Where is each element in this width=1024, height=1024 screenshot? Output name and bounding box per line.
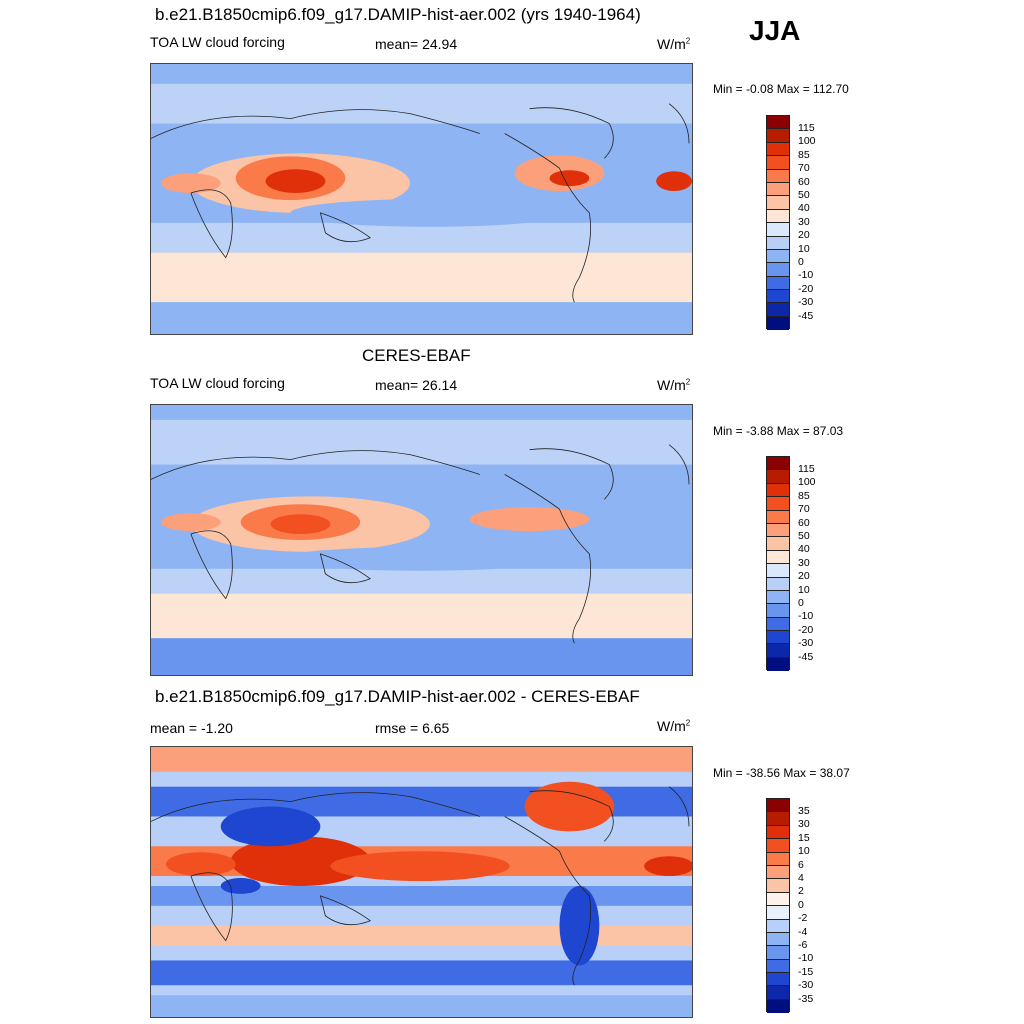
cbar-2-label: 30 bbox=[798, 556, 810, 569]
panel-3-map bbox=[150, 746, 693, 1018]
panel-2-left-label: TOA LW cloud forcing bbox=[150, 375, 285, 391]
panel-3-map-graphic bbox=[151, 747, 692, 1017]
cbar-3-label: 0 bbox=[798, 898, 804, 911]
panel-1-mean: mean= 24.94 bbox=[375, 36, 458, 52]
panel-2-units: W/m2 bbox=[657, 377, 691, 393]
panel-3-title: b.e21.B1850cmip6.f09_g17.DAMIP-hist-aer.… bbox=[155, 687, 640, 706]
cbar-2-label: 0 bbox=[798, 597, 804, 609]
panel-1-units: W/m2 bbox=[657, 36, 691, 52]
panel-1-minmax: Min = -0.08 Max = 112.70 bbox=[713, 82, 849, 96]
panel-1-map-graphic bbox=[151, 64, 692, 334]
cbar-3-label: 6 bbox=[798, 858, 804, 871]
panel-2-colorbar bbox=[766, 456, 790, 672]
cbar-1-label: 60 bbox=[798, 175, 810, 188]
cbar-1-label: -30 bbox=[798, 296, 814, 309]
cbar-1-label: 70 bbox=[798, 162, 810, 175]
cbar-2-label: -10 bbox=[798, 610, 814, 623]
cbar-3-label: 10 bbox=[798, 845, 810, 858]
cbar-2-label: 10 bbox=[798, 583, 810, 596]
cbar-1-label: -10 bbox=[798, 269, 814, 282]
cbar-3-label: 2 bbox=[798, 885, 804, 898]
cbar-3-label: 35 bbox=[798, 805, 810, 817]
cbar-1-label: 40 bbox=[798, 202, 810, 215]
cbar-2-label: -30 bbox=[798, 637, 814, 650]
cbar-2-label: 50 bbox=[798, 530, 810, 542]
cbar-2-label: 115 bbox=[798, 463, 815, 475]
cbar-1-label: 50 bbox=[798, 189, 810, 201]
panel-3-colorbar bbox=[766, 798, 790, 1014]
cbar-2-label: 40 bbox=[798, 543, 810, 556]
panel-3-units: W/m2 bbox=[657, 718, 691, 734]
cbar-2-label: 70 bbox=[798, 503, 810, 516]
cbar-1-label: 30 bbox=[798, 215, 810, 228]
cbar-3-label: -30 bbox=[798, 979, 814, 992]
cbar-3-label: -6 bbox=[798, 939, 808, 951]
cbar-1-label: 115 bbox=[798, 122, 815, 134]
cbar-1-label: 10 bbox=[798, 242, 810, 255]
cbar-3-label: -2 bbox=[798, 912, 808, 925]
cbar-1-label: 85 bbox=[798, 148, 810, 161]
panel-3-mean: mean = -1.20 bbox=[150, 720, 233, 736]
cbar-1-label: 100 bbox=[798, 135, 816, 148]
cbar-1-label: -20 bbox=[798, 282, 814, 295]
cbar-3-label: -4 bbox=[798, 925, 808, 938]
cbar-3-label: -10 bbox=[798, 952, 814, 965]
panel-1-colorbar bbox=[766, 115, 790, 331]
cbar-1-label: 20 bbox=[798, 229, 810, 242]
panel-3-minmax: Min = -38.56 Max = 38.07 bbox=[713, 766, 850, 780]
panel-1-left-label: TOA LW cloud forcing bbox=[150, 34, 285, 50]
panel-2-title: CERES-EBAF bbox=[362, 346, 471, 365]
cbar-1-label: -45 bbox=[798, 309, 814, 322]
season-label: JJA bbox=[749, 15, 801, 46]
panel-2-minmax: Min = -3.88 Max = 87.03 bbox=[713, 424, 844, 438]
cbar-3-label: -35 bbox=[798, 992, 814, 1005]
cbar-3-label: 15 bbox=[798, 831, 810, 844]
panel-1-map bbox=[150, 63, 693, 335]
panel-1-title: b.e21.B1850cmip6.f09_g17.DAMIP-hist-aer.… bbox=[155, 5, 641, 24]
cbar-3-label: 30 bbox=[798, 818, 810, 831]
cbar-1-label: 0 bbox=[798, 256, 804, 268]
cbar-2-label: 60 bbox=[798, 516, 810, 529]
cbar-2-label: 85 bbox=[798, 489, 810, 502]
panel-2-map bbox=[150, 404, 693, 676]
cbar-2-label: -20 bbox=[798, 623, 814, 636]
panel-3-rmse: rmse = 6.65 bbox=[375, 720, 450, 736]
cbar-2-label: -45 bbox=[798, 650, 814, 663]
cbar-2-label: 100 bbox=[798, 476, 816, 489]
cbar-3-label: 4 bbox=[798, 872, 804, 884]
panel-2-mean: mean= 26.14 bbox=[375, 377, 458, 393]
panel-2-map-graphic bbox=[151, 405, 692, 675]
cbar-3-label: -15 bbox=[798, 965, 814, 978]
cbar-2-label: 20 bbox=[798, 570, 810, 583]
